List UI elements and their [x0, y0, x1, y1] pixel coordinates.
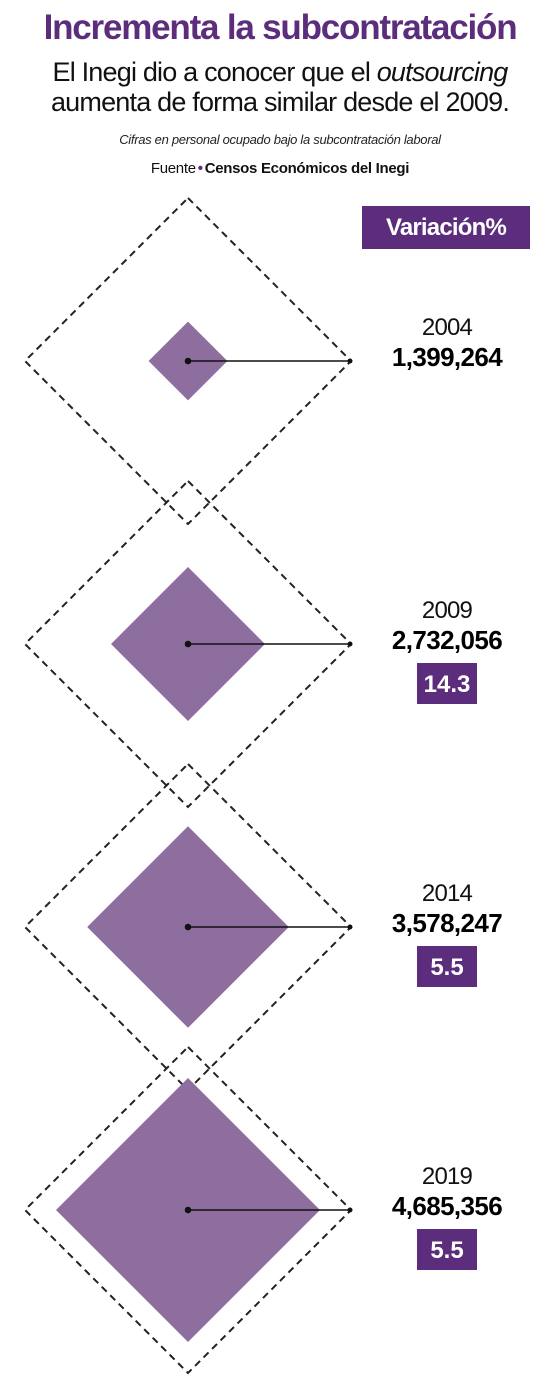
center-dot-2009	[184, 640, 192, 648]
center-dot-2004	[184, 357, 192, 365]
variation-value-2009: 14.3	[424, 671, 471, 698]
outline-diamond-2004	[23, 196, 353, 526]
value-label-2019: 4,685,356	[392, 1191, 502, 1221]
leader-end-dot-2014	[347, 924, 353, 930]
value-label-2009: 2,732,056	[392, 625, 502, 655]
leader-end-dot-2009	[347, 641, 353, 647]
variation-badge-2019	[417, 1229, 477, 1270]
subtitle-line-1: El Inegi dio a conocer que el outsourcin…	[0, 57, 560, 87]
year-label-2009: 2009	[422, 597, 473, 624]
variation-value-2019: 5.5	[430, 1237, 463, 1264]
subtitle-emphasis: outsourcing	[376, 57, 509, 87]
outline-diamond-2009	[23, 479, 353, 809]
year-label-2014: 2014	[422, 880, 473, 907]
value-label-2014: 3,578,247	[392, 908, 502, 938]
year-label-2019: 2019	[422, 1163, 473, 1190]
variation-badge-2014	[417, 946, 477, 987]
bullet-icon: •	[197, 160, 203, 177]
source-line: Fuente • Censos Económicos del Inegi	[0, 160, 560, 177]
source-label: Fuente	[150, 160, 196, 177]
outline-diamond-2019	[23, 1045, 353, 1375]
variation-badge-2009	[417, 663, 477, 704]
year-label-2004: 2004	[422, 314, 473, 341]
variation-value-2014: 5.5	[430, 954, 463, 981]
value-label-2004: 1,399,264	[392, 342, 503, 372]
figure-note: Cifras en personal ocupado bajo la subco…	[119, 132, 441, 147]
page-title: Incrementa la subcontratación	[43, 8, 518, 47]
source-name: Censos Económicos del Inegi	[204, 160, 410, 177]
subtitle-line-2: aumenta de forma similar desde el 2009.	[50, 87, 510, 117]
subtitle-text: El Inegi dio a conocer que el	[52, 57, 377, 87]
center-dot-2019	[184, 1206, 192, 1214]
center-dot-2014	[184, 923, 192, 931]
leader-end-dot-2004	[347, 358, 353, 364]
leader-end-dot-2019	[347, 1207, 353, 1213]
variation-legend: Variación%	[362, 206, 530, 249]
